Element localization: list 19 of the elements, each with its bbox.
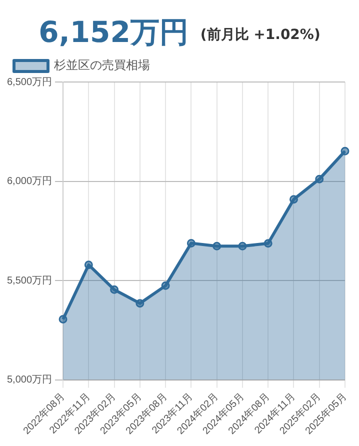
chart-subtitle: (前月比 +1.02%) bbox=[200, 26, 320, 45]
y-tick-label: 5,000万円 bbox=[6, 374, 52, 386]
point bbox=[289, 195, 298, 204]
y-tick-label: 6,000万円 bbox=[6, 176, 52, 188]
point bbox=[264, 239, 272, 248]
point bbox=[161, 281, 170, 290]
point bbox=[110, 285, 119, 294]
legend-label: 杉並区の売買相場 bbox=[53, 58, 150, 72]
point bbox=[315, 174, 324, 184]
y-tick-label: 6,500万円 bbox=[6, 76, 52, 88]
point bbox=[136, 299, 144, 308]
point bbox=[238, 242, 247, 250]
point bbox=[186, 238, 196, 248]
point bbox=[58, 314, 68, 324]
y-tick-label: 5,500万円 bbox=[6, 275, 52, 286]
chart-title: 6,152万円 bbox=[38, 14, 188, 50]
point bbox=[84, 260, 93, 270]
point bbox=[212, 242, 222, 250]
point bbox=[340, 146, 350, 156]
